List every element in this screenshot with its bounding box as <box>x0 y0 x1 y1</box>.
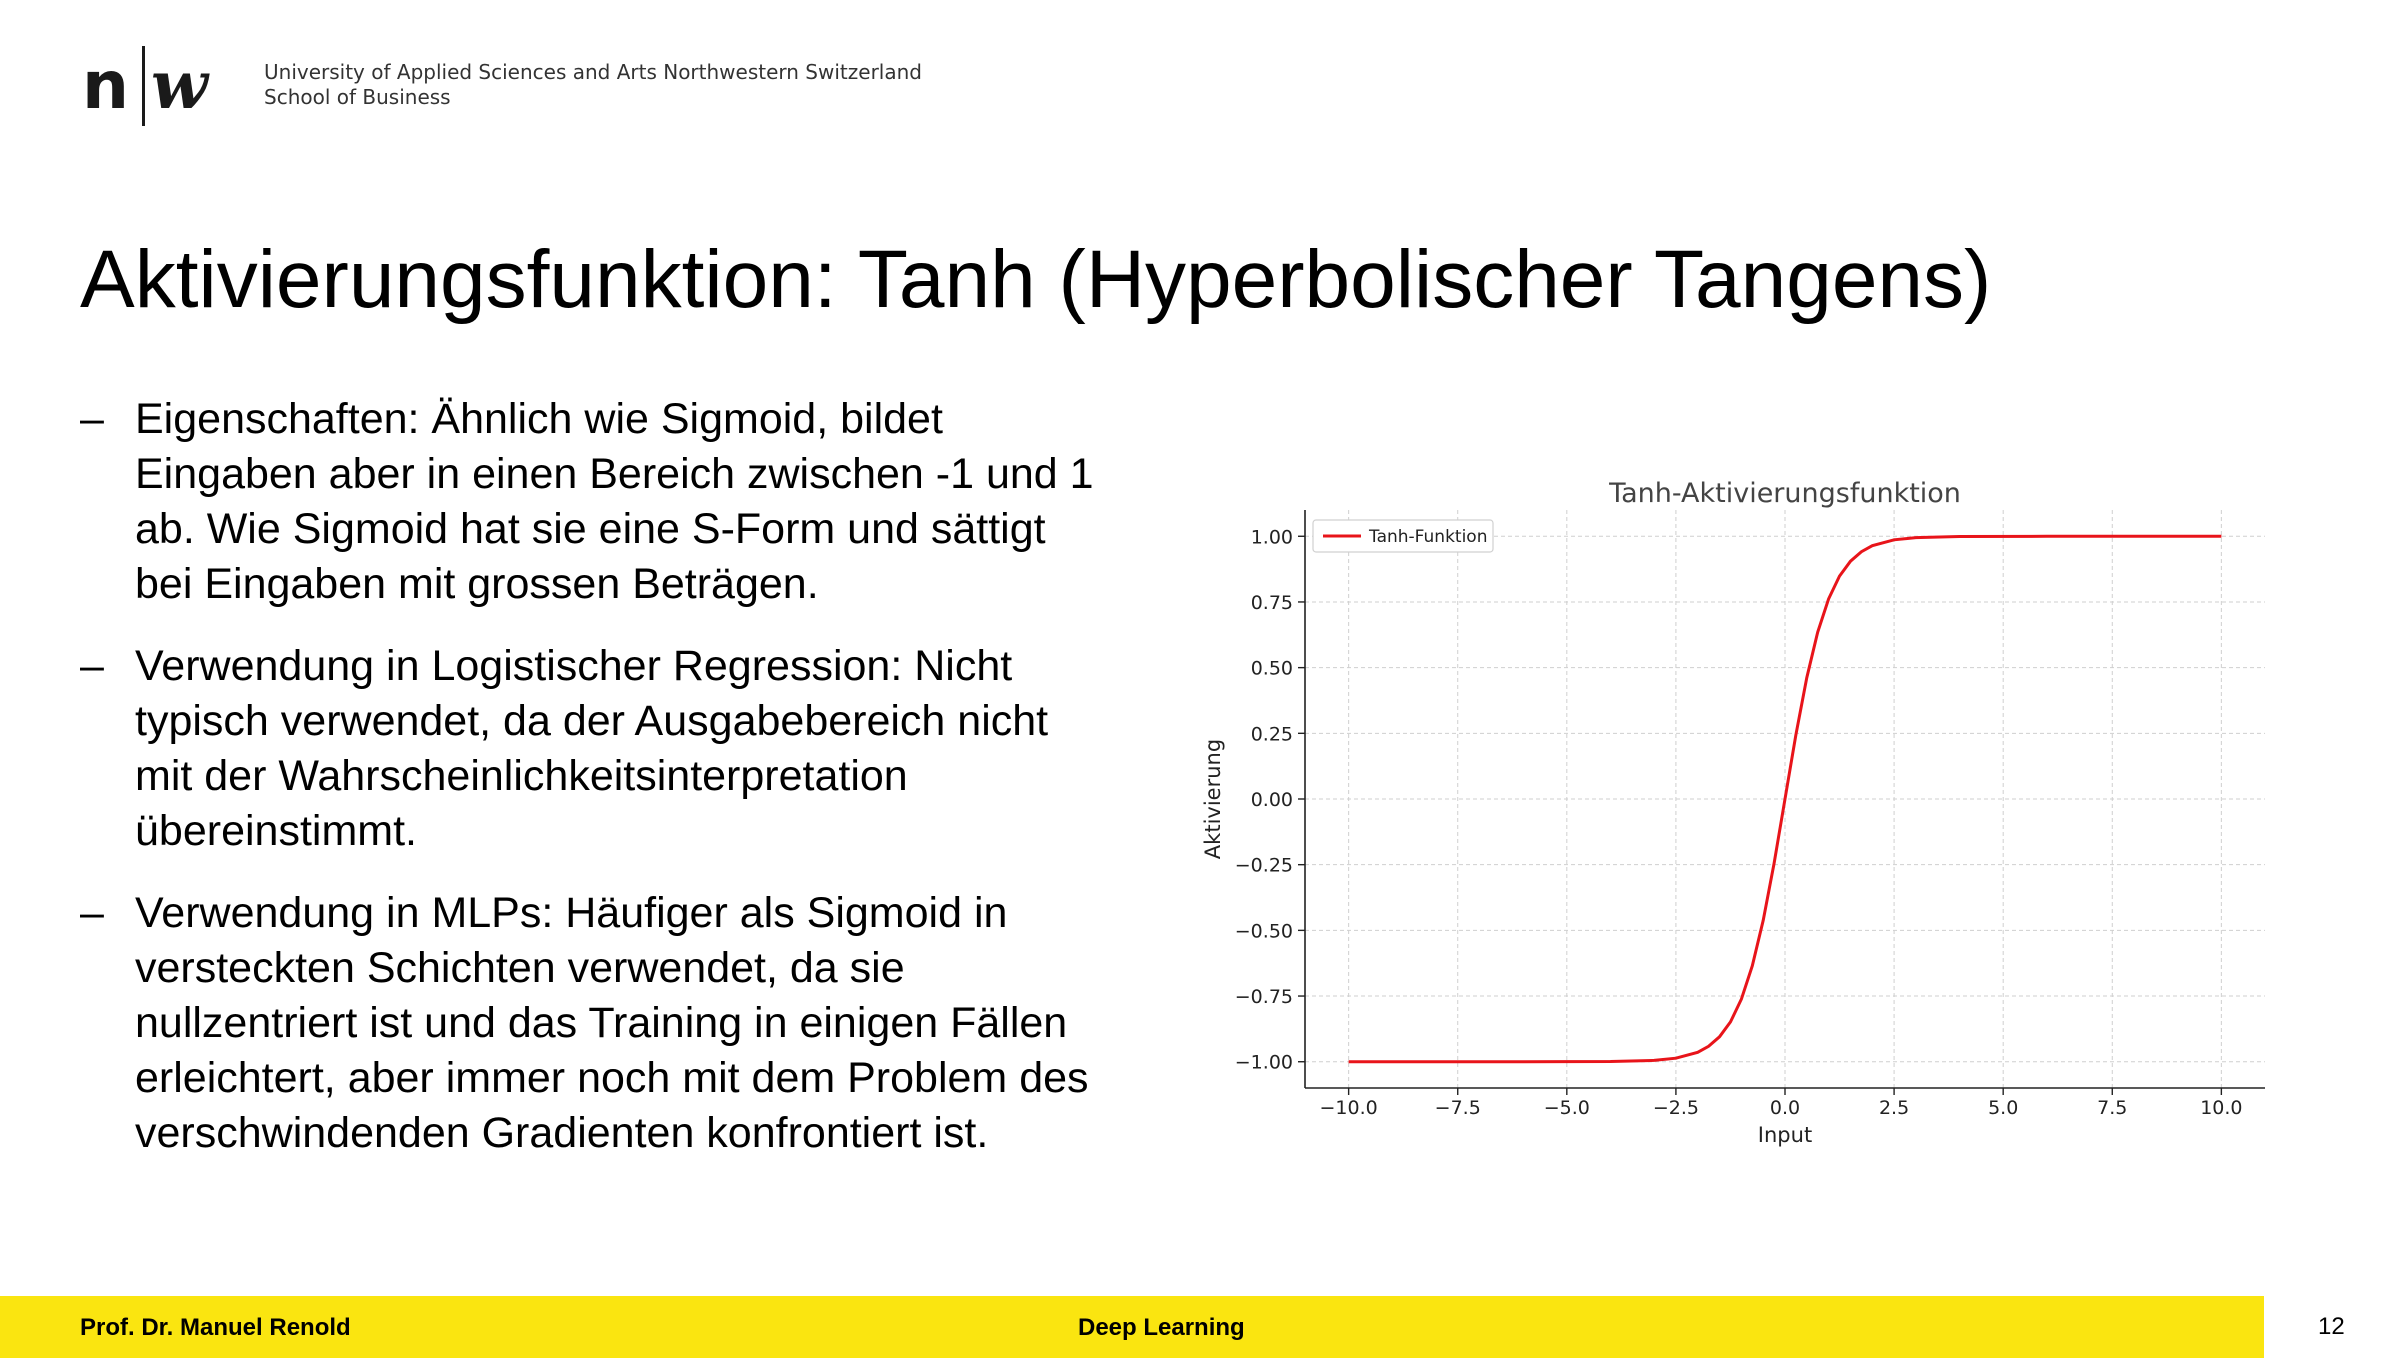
institution-line-2: School of Business <box>264 85 451 109</box>
footer-course: Deep Learning <box>1078 1314 1245 1341</box>
x-tick-label: 5.0 <box>1988 1097 2018 1119</box>
bullet-dash: – <box>80 395 104 443</box>
y-tick-label: 1.00 <box>1251 526 1293 548</box>
bullet-line: verschwindenden Gradienten konfrontiert … <box>135 1109 989 1157</box>
bullet-line: versteckten Schichten verwendet, da sie <box>135 944 905 992</box>
bullet-line: mit der Wahrscheinlichkeitsinterpretatio… <box>135 752 908 800</box>
tanh-chart: −10.0 −7.5 −5.0 −2.5 0.0 2.5 5.0 7.5 10.0 1.00 0.7… <box>1201 478 2265 1147</box>
institution-line-1: University of Applied Sciences and Arts … <box>264 60 922 84</box>
y-tick-label: 0.50 <box>1251 658 1293 680</box>
bullet-line: Eingaben aber in einen Bereich zwischen … <box>135 450 1094 498</box>
x-tick-label: −5.0 <box>1544 1097 1590 1119</box>
y-tick-label: 0.00 <box>1251 789 1293 811</box>
bullet-line: nullzentriert ist und das Training in ei… <box>135 999 1068 1047</box>
x-tick-label: −2.5 <box>1653 1097 1699 1119</box>
x-tick-label: 7.5 <box>2097 1097 2127 1119</box>
slide-title: Aktivierungsfunktion: Tanh (Hyperbolisch… <box>80 234 1992 325</box>
legend-box <box>1312 519 1494 553</box>
header: n w University of Applied Sciences and A… <box>82 44 1082 128</box>
bullet-line: bei Eingaben mit grossen Beträgen. <box>135 560 819 608</box>
y-tick-label: −0.50 <box>1235 920 1293 942</box>
bullet-line: ab. Wie Sigmoid hat sie eine S-Form und … <box>135 505 1046 553</box>
footer-bar: Prof. Dr. Manuel Renold Deep Learning <box>0 1296 2264 1358</box>
bullet-line: Verwendung in MLPs: Häufiger als Sigmoid… <box>135 889 1008 937</box>
x-axis-label: Input <box>1758 1123 1812 1147</box>
bullet-line: erleichtert, aber immer noch mit dem Pro… <box>135 1054 1089 1102</box>
bullet-line: typisch verwendet, da der Ausgabebereich… <box>135 697 1049 745</box>
legend-label: Tanh-Funktion <box>1368 527 1487 547</box>
institution-name: University of Applied Sciences and Arts … <box>264 60 922 110</box>
x-tick-label: −7.5 <box>1435 1097 1481 1119</box>
series-line-tanh <box>1348 534 2222 1064</box>
footer-author: Prof. Dr. Manuel Renold <box>80 1314 351 1341</box>
x-tick-label: 10.0 <box>2200 1097 2242 1119</box>
bullet-item: – Verwendung in MLPs: Häufiger als Sigmoi… <box>80 886 1160 1161</box>
bullet-item: – Eigenschaften: Ähnlich wie Sigmoid, bil… <box>80 392 1160 612</box>
bullet-item: – Verwendung in Logistischer Regression: … <box>80 639 1160 859</box>
bullet-list: – Eigenschaften: Ähnlich wie Sigmoid, bil… <box>80 392 1160 1188</box>
bullet-dash: – <box>80 642 104 690</box>
page-number: 12 <box>2318 1313 2345 1340</box>
svg-text:w: w <box>151 46 210 124</box>
x-tick-label: 0.0 <box>1770 1097 1800 1119</box>
y-tick-label: −1.00 <box>1235 1052 1293 1074</box>
svg-text:n: n <box>82 47 129 124</box>
y-tick-label: −0.75 <box>1235 986 1293 1008</box>
y-tick-label: 0.75 <box>1251 592 1293 614</box>
y-tick-label: 0.25 <box>1251 723 1293 745</box>
x-tick-label: −10.0 <box>1320 1097 1378 1119</box>
fhnw-logo: n w <box>82 46 210 126</box>
chart-title: Tanh-Aktivierungsfunktion <box>1608 478 1961 509</box>
bullet-line: Eigenschaften: Ähnlich wie Sigmoid, bild… <box>135 395 943 443</box>
bullet-line: übereinstimmt. <box>135 807 417 855</box>
bullet-line: Verwendung in Logistischer Regression: N… <box>135 642 1013 690</box>
x-tick-label: 2.5 <box>1879 1097 1909 1119</box>
y-axis-label: Aktivierung <box>1201 739 1225 859</box>
bullet-dash: – <box>80 889 104 937</box>
y-tick-label: −0.25 <box>1235 855 1293 877</box>
